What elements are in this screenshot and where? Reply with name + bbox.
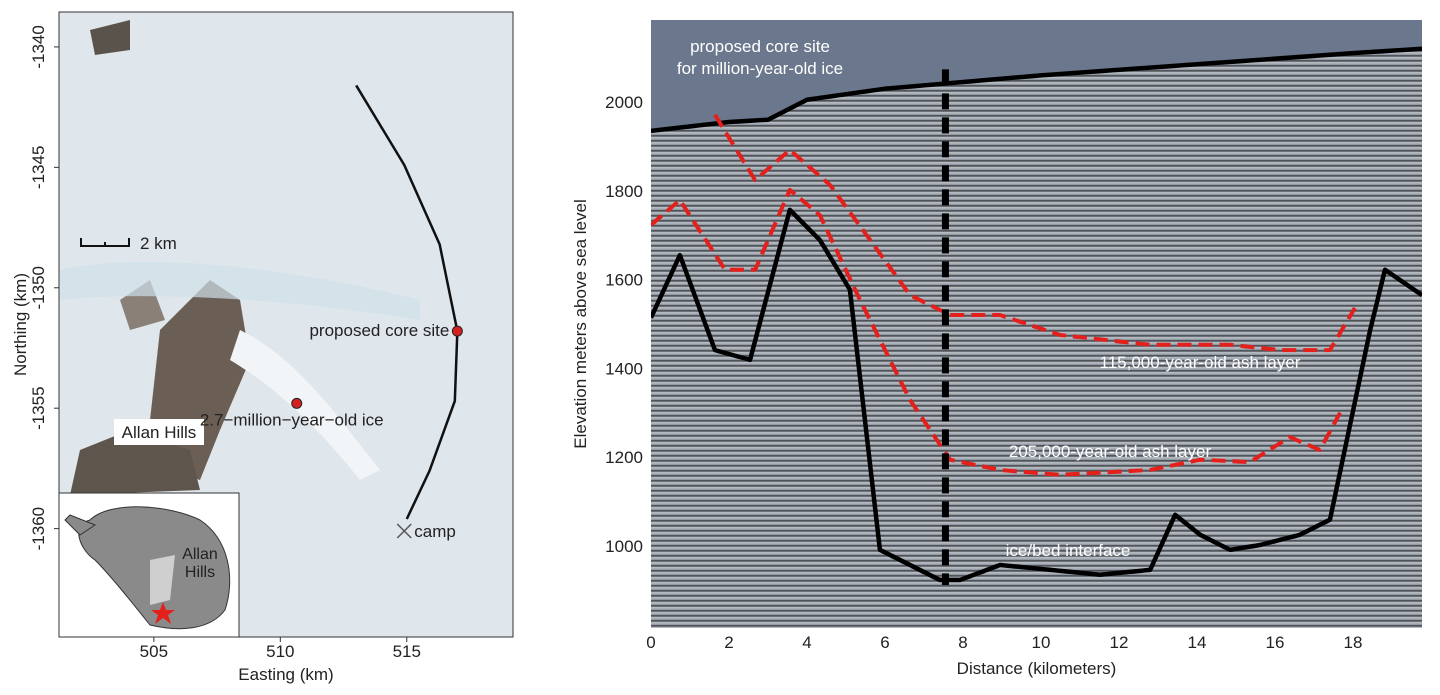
x-tick-label: 510 — [266, 642, 294, 661]
series-line — [651, 207, 1422, 583]
inset-shelf — [150, 555, 175, 605]
x-axis-label: Easting (km) — [238, 665, 333, 684]
x-tick-label: 505 — [140, 642, 168, 661]
x-tick-label: 8 — [958, 633, 967, 652]
x-tick-label: 10 — [1032, 633, 1051, 652]
x-tick-label: 16 — [1266, 633, 1285, 652]
series-line — [651, 187, 1342, 477]
label-box — [114, 419, 204, 445]
inset-star — [151, 602, 175, 624]
series-label: 115,000-year-old ash layer — [1100, 353, 1301, 372]
camp-marker — [396, 523, 412, 539]
y-tick-label: -1350 — [29, 266, 48, 309]
map-frame — [58, 11, 514, 638]
series-label: 205,000-year-old ash layer — [1009, 442, 1212, 461]
x-tick-label: 0 — [646, 633, 655, 652]
x-tick-label: 4 — [802, 633, 811, 652]
y-tick-label: -1360 — [29, 507, 48, 550]
plot-layer — [651, 20, 1422, 583]
y-tick-label: 1600 — [605, 271, 643, 290]
y-tick-label: 1800 — [605, 182, 643, 201]
series-line — [651, 46, 1422, 134]
x-tick-label: 515 — [393, 642, 421, 661]
y-axis-label: Elevation meters above sea level — [571, 199, 590, 448]
x-tick-label: 2 — [724, 633, 733, 652]
core-site-label: proposed core site — [690, 37, 830, 56]
site-point — [291, 397, 303, 409]
y-tick-label: 1400 — [605, 359, 643, 378]
x-tick-label: 12 — [1110, 633, 1129, 652]
x-tick-label: 14 — [1188, 633, 1207, 652]
x-axis-label: Distance (kilometers) — [957, 659, 1117, 678]
x-tick-label: 6 — [880, 633, 889, 652]
core-site-label: for million-year-old ice — [677, 59, 843, 78]
y-tick-label: -1345 — [29, 146, 48, 189]
inset-label: Allan Hills — [182, 546, 218, 581]
y-tick-label: 1000 — [605, 537, 643, 556]
y-tick-label: 2000 — [605, 93, 643, 112]
inset-peninsula — [64, 514, 97, 536]
scale-label: 2 km — [140, 234, 177, 253]
site-label: 2.7−million−year−old ice — [200, 410, 384, 429]
series-line — [713, 113, 1357, 353]
inset-label-box: Allan Hills — [182, 546, 218, 581]
scale-bar — [80, 238, 130, 247]
series-label: ice/bed interface — [1006, 541, 1131, 560]
y-axis-label: Northing (km) — [11, 273, 30, 376]
radar-background — [651, 20, 1422, 628]
x-tick-label: 18 — [1344, 633, 1363, 652]
y-tick-label: -1355 — [29, 386, 48, 429]
y-tick-label: 1200 — [605, 448, 643, 467]
place-label: Allan Hills — [122, 423, 197, 442]
site-point — [451, 325, 463, 337]
site-label: proposed core site — [309, 321, 449, 340]
radar-tint — [651, 20, 1422, 628]
y-tick-label: -1340 — [29, 25, 48, 68]
site-label: camp — [414, 522, 456, 541]
